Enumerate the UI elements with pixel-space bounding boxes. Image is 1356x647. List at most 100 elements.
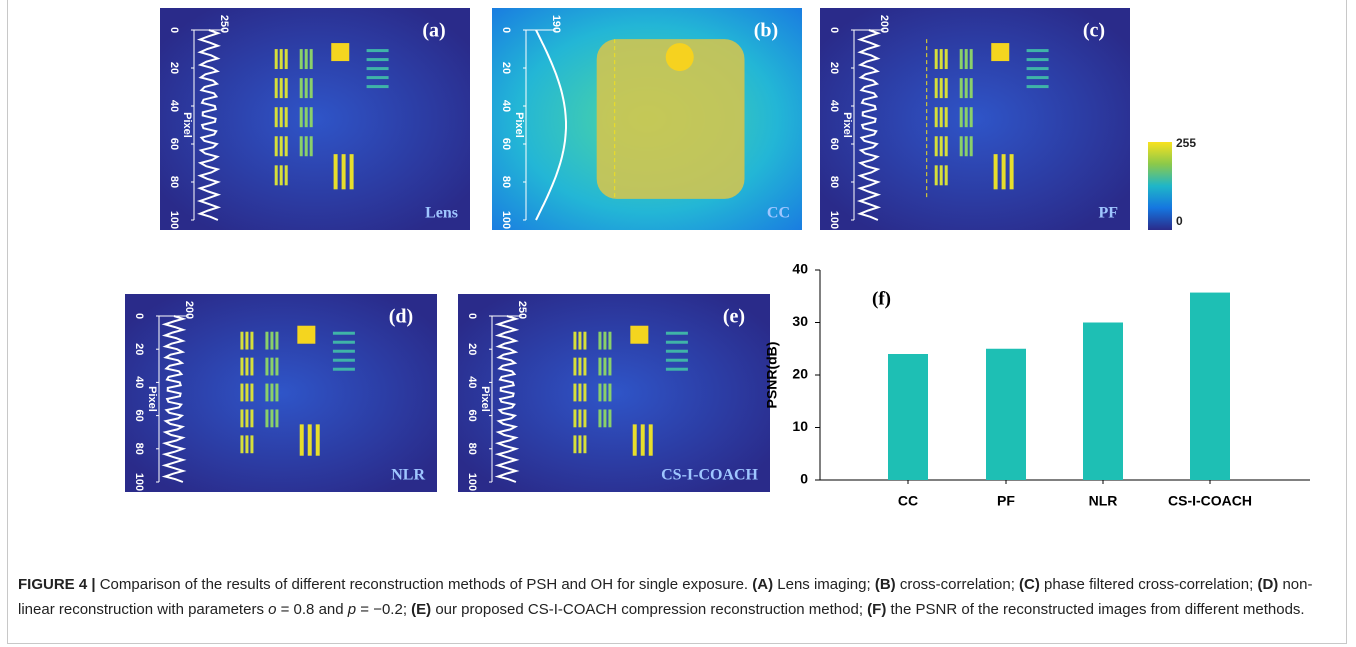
- image-bar: [603, 383, 607, 402]
- image-bar: [332, 358, 355, 362]
- image-square: [331, 43, 350, 62]
- caption-symbol: p: [347, 601, 357, 618]
- image-bar: [349, 154, 354, 190]
- axis-label: Pixel: [841, 112, 853, 138]
- image-bar: [969, 136, 973, 157]
- image-bar: [250, 357, 254, 376]
- image-bar: [274, 165, 278, 186]
- image-bar: [275, 357, 279, 376]
- image-bar: [934, 107, 938, 128]
- y-tick-label: 0: [800, 471, 808, 487]
- image-bar: [583, 409, 587, 428]
- image-bar: [279, 165, 283, 186]
- image-bar: [270, 331, 274, 350]
- image-bar: [578, 357, 582, 376]
- tick-label: 20: [466, 343, 478, 355]
- image-bar: [583, 435, 587, 454]
- image-blob: [596, 39, 745, 199]
- image-bar: [598, 331, 602, 350]
- image-bar: [573, 357, 577, 376]
- caption-ref: (C): [1019, 576, 1040, 593]
- image-bar: [332, 367, 355, 371]
- image-bar: [332, 340, 355, 344]
- image-bar: [583, 331, 587, 350]
- image-bar: [299, 136, 303, 157]
- caption-text: Comparison of the results of different r…: [95, 576, 753, 593]
- image-bar: [279, 107, 283, 128]
- image-bar: [934, 136, 938, 157]
- profile-max: 250: [218, 15, 230, 33]
- image-bar: [309, 107, 313, 128]
- caption-text: phase filtered cross-correlation;: [1039, 576, 1258, 593]
- image-bar: [944, 78, 948, 99]
- bar: [1190, 292, 1230, 480]
- image-bar: [598, 383, 602, 402]
- tick-label: 60: [828, 138, 840, 150]
- image-bar: [366, 49, 389, 53]
- intensity-profile: [535, 29, 567, 221]
- image-bar: [603, 409, 607, 428]
- caption-symbol: o: [268, 601, 277, 618]
- intensity-profile: [196, 29, 222, 221]
- caption-text: = −0.2;: [356, 601, 412, 618]
- image-bar: [250, 435, 254, 454]
- caption-text: the PSNR of the reconstructed images fro…: [886, 601, 1305, 618]
- caption-text: cross-correlation;: [895, 576, 1020, 593]
- figure-caption: FIGURE 4 | Comparison of the results of …: [18, 572, 1338, 622]
- image-bar: [665, 367, 688, 371]
- image-bar: [315, 424, 320, 456]
- axis-label: Pixel: [146, 386, 158, 412]
- image-bar: [573, 409, 577, 428]
- image-bar: [969, 49, 973, 70]
- tick-label: 40: [500, 100, 512, 112]
- caption-label: FIGURE 4 |: [18, 576, 96, 593]
- image-bar: [250, 409, 254, 428]
- image-bar: [993, 154, 998, 190]
- image-bar: [366, 85, 389, 89]
- tick-label: 20: [168, 62, 180, 74]
- intensity-profile: [856, 29, 882, 221]
- image-bar: [240, 357, 244, 376]
- image-bar: [640, 424, 645, 456]
- image-bar: [939, 165, 943, 186]
- image-panel: 0 20 40 60 80 100 Pixel 250 (a) Lens: [160, 8, 470, 230]
- bar: [986, 348, 1026, 480]
- profile-max: 250: [516, 301, 528, 319]
- colorbar-min: 0: [1176, 214, 1183, 228]
- bar: [888, 354, 928, 480]
- image-bar: [578, 331, 582, 350]
- image-bar: [583, 383, 587, 402]
- image-bar: [240, 383, 244, 402]
- image-bar: [299, 49, 303, 70]
- caption-text: = 0.8 and: [276, 601, 348, 618]
- image-bar: [665, 340, 688, 344]
- x-tick-label: CC: [898, 493, 918, 509]
- caption-text: our proposed CS-I-COACH compression reco…: [431, 601, 868, 618]
- image-bar: [959, 107, 963, 128]
- x-tick-label: PF: [997, 493, 1015, 509]
- caption-ref: (E): [411, 601, 432, 618]
- image-bar: [665, 349, 688, 353]
- image-bar: [648, 424, 653, 456]
- image-bar: [578, 435, 582, 454]
- image-bar: [284, 165, 288, 186]
- image-bar: [944, 107, 948, 128]
- image-bar: [939, 107, 943, 128]
- image-bar: [608, 383, 612, 402]
- image-bar: [299, 78, 303, 99]
- image-panel: 0 20 40 60 80 100 Pixel 200 (d) NLR: [125, 294, 437, 492]
- figure-frame: [7, 0, 1347, 644]
- image-bar: [279, 49, 283, 70]
- image-bar: [573, 435, 577, 454]
- method-name: PF: [1098, 205, 1118, 222]
- image-bar: [598, 409, 602, 428]
- caption-text: non-linear reconstruction with parameter…: [18, 576, 1313, 618]
- tick-label: 20: [828, 62, 840, 74]
- tick-label: 100: [500, 211, 512, 229]
- image-bar: [304, 78, 308, 99]
- image-bar: [969, 78, 973, 99]
- image-panel: 0 20 40 60 80 100 Pixel 190 (b) CC: [492, 8, 802, 230]
- image-bar: [274, 78, 278, 99]
